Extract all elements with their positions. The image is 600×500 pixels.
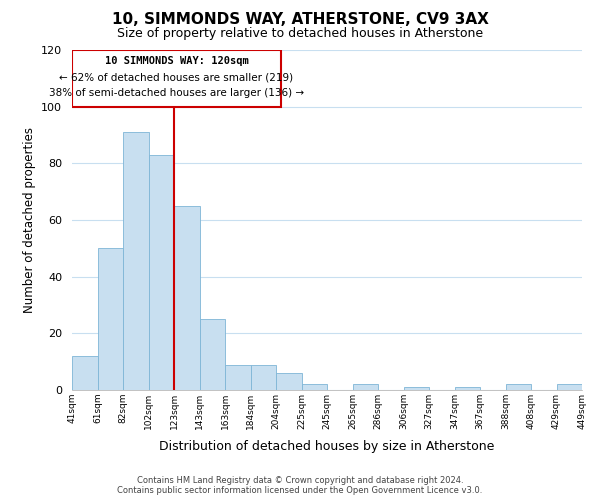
- Bar: [123, 132, 149, 390]
- Bar: [302, 384, 327, 390]
- Text: ← 62% of detached houses are smaller (219): ← 62% of detached houses are smaller (21…: [59, 72, 293, 83]
- Bar: [353, 384, 378, 390]
- FancyBboxPatch shape: [72, 50, 281, 106]
- Bar: [174, 206, 199, 390]
- Bar: [225, 364, 251, 390]
- Text: Size of property relative to detached houses in Atherstone: Size of property relative to detached ho…: [117, 28, 483, 40]
- Text: 10, SIMMONDS WAY, ATHERSTONE, CV9 3AX: 10, SIMMONDS WAY, ATHERSTONE, CV9 3AX: [112, 12, 488, 28]
- Text: 38% of semi-detached houses are larger (136) →: 38% of semi-detached houses are larger (…: [49, 88, 304, 98]
- Bar: [199, 319, 225, 390]
- Bar: [557, 384, 582, 390]
- Bar: [505, 384, 531, 390]
- Bar: [276, 373, 302, 390]
- Y-axis label: Number of detached properties: Number of detached properties: [23, 127, 35, 313]
- Text: Contains HM Land Registry data © Crown copyright and database right 2024.
Contai: Contains HM Land Registry data © Crown c…: [118, 476, 482, 495]
- Bar: [72, 356, 97, 390]
- Bar: [97, 248, 123, 390]
- Bar: [455, 387, 480, 390]
- Text: 10 SIMMONDS WAY: 120sqm: 10 SIMMONDS WAY: 120sqm: [104, 56, 248, 66]
- Bar: [149, 155, 174, 390]
- X-axis label: Distribution of detached houses by size in Atherstone: Distribution of detached houses by size …: [160, 440, 494, 454]
- Bar: [251, 364, 276, 390]
- Bar: [404, 387, 429, 390]
